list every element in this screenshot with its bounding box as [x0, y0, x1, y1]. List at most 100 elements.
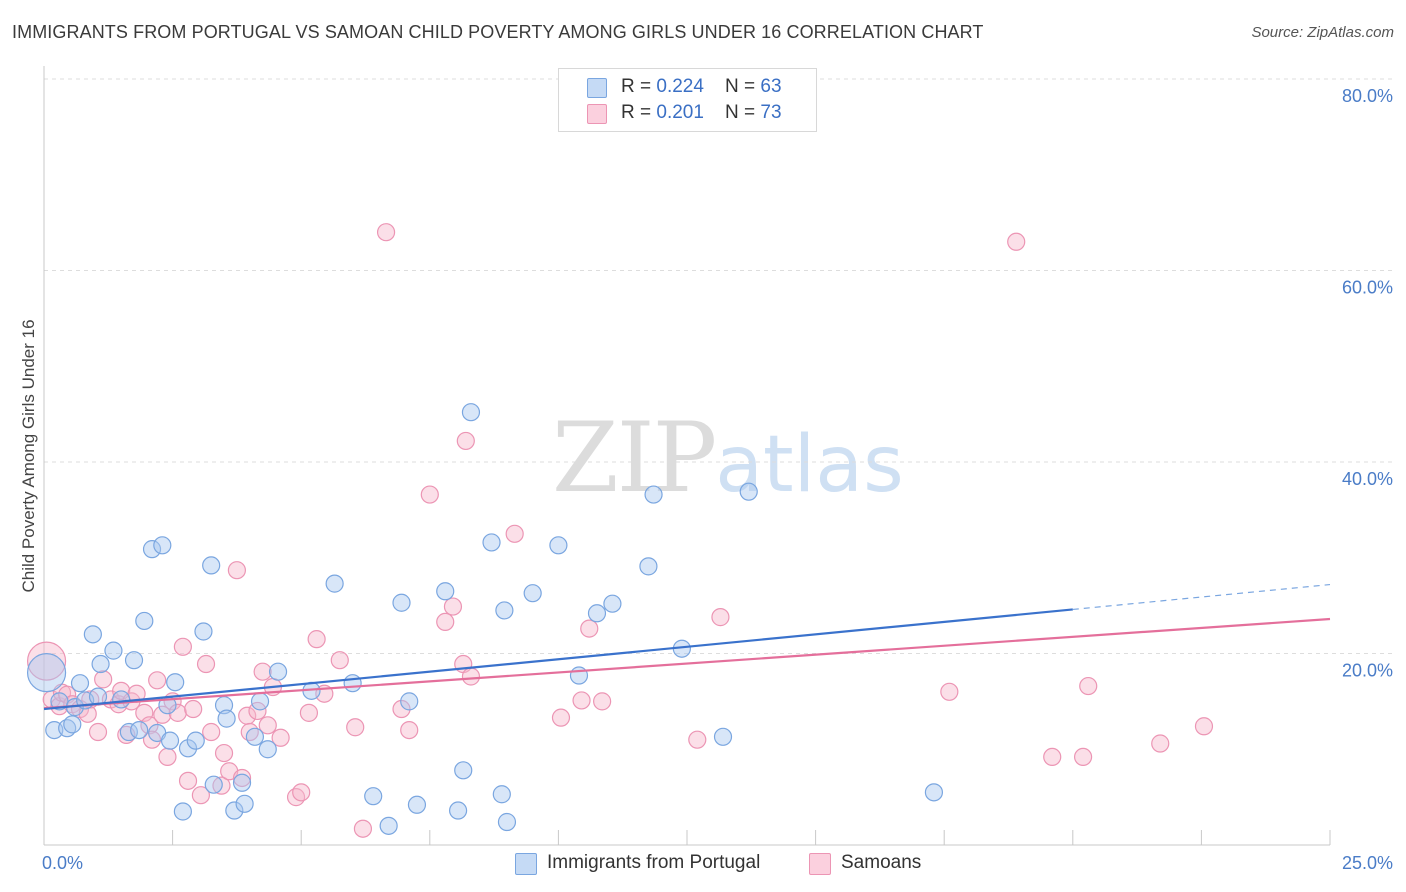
legend-r-label: R = — [621, 76, 657, 97]
trend-line-portugal — [43, 608, 1073, 711]
data-point — [400, 720, 419, 740]
data-point — [148, 671, 167, 690]
axes — [43, 66, 1331, 846]
data-point — [204, 775, 223, 794]
y-tick-label: 40.0% — [1342, 469, 1393, 489]
trend-line-portugal-extension — [1072, 583, 1331, 611]
data-point — [166, 673, 185, 692]
data-point — [940, 682, 959, 701]
bottom-legend-swatch-samoans — [809, 853, 831, 875]
data-point — [461, 667, 481, 686]
legend-r-label: R = — [621, 102, 657, 123]
data-point — [186, 731, 205, 750]
legend-n-label: N = — [725, 102, 761, 123]
data-point — [420, 485, 439, 504]
data-point — [168, 703, 187, 722]
tick-labels: 20.0% 40.0% 60.0% 80.0% 0.0% 25.0% — [42, 86, 1393, 873]
bottom-legend-label-samoans: Samoans — [841, 852, 922, 873]
data-point — [1151, 734, 1170, 753]
trend-line-samoans — [43, 617, 1331, 710]
data-point — [392, 593, 411, 612]
legend-swatch-portugal — [587, 78, 607, 98]
x-tick-label: 0.0% — [42, 853, 83, 873]
bottom-legend-label-portugal: Immigrants from Portugal — [547, 852, 761, 873]
grid-lines — [44, 78, 1392, 654]
data-point — [688, 730, 707, 749]
data-point — [104, 641, 123, 660]
legend-n-value: 63 — [760, 76, 782, 97]
data-point — [184, 699, 203, 719]
data-point — [1043, 747, 1062, 767]
portugal-points — [26, 403, 944, 835]
data-point — [153, 536, 172, 555]
data-point — [268, 662, 288, 681]
data-point — [140, 716, 159, 735]
legend-n-value: 73 — [760, 102, 782, 123]
data-point — [639, 557, 658, 576]
samoans-points — [26, 223, 1214, 838]
data-point — [924, 783, 944, 802]
data-point — [26, 641, 67, 681]
source-credit: Source: ZipAtlas.com — [1251, 24, 1394, 41]
data-point — [178, 771, 198, 790]
data-point — [492, 785, 511, 804]
data-point — [250, 692, 270, 711]
data-point — [454, 761, 473, 780]
data-point — [217, 709, 236, 728]
data-point — [235, 794, 254, 813]
data-point — [523, 584, 542, 603]
legend-r-value: 0.224 — [656, 76, 704, 97]
data-point — [436, 582, 455, 601]
data-point — [178, 739, 198, 758]
data-point — [271, 728, 290, 747]
data-point — [202, 556, 221, 575]
data-point — [160, 731, 180, 750]
data-point — [70, 674, 90, 693]
data-point — [292, 783, 311, 802]
data-point — [232, 768, 252, 788]
data-point — [325, 574, 344, 593]
data-point — [194, 622, 213, 641]
data-point — [549, 536, 568, 555]
data-point — [497, 812, 517, 832]
data-point — [142, 540, 162, 559]
data-point — [711, 608, 730, 627]
data-point — [392, 699, 411, 719]
data-point — [173, 637, 192, 656]
y-tick-label: 80.0% — [1342, 86, 1393, 106]
data-point — [227, 561, 246, 580]
x-tick-label: 25.0% — [1342, 853, 1393, 873]
data-point — [644, 485, 663, 504]
data-point — [713, 727, 733, 746]
trend-lines — [43, 583, 1331, 711]
data-point — [456, 431, 475, 451]
data-point — [1073, 747, 1093, 767]
data-point — [91, 654, 110, 674]
data-point — [593, 692, 612, 711]
data-point — [603, 594, 622, 613]
data-point — [436, 612, 455, 632]
data-point — [225, 801, 244, 820]
data-point — [26, 653, 67, 693]
data-point — [214, 743, 234, 763]
legend: R = 0.224 N = 63 R = 0.201 N = 73 — [558, 68, 817, 132]
data-point — [330, 651, 349, 670]
watermark-atlas: atlas — [715, 420, 904, 510]
data-point — [173, 802, 192, 821]
data-point — [245, 727, 265, 746]
data-point — [153, 705, 172, 724]
data-point — [94, 670, 113, 689]
data-point — [353, 819, 373, 838]
data-point — [551, 708, 571, 727]
data-point — [587, 604, 607, 623]
data-point — [88, 722, 108, 742]
watermark: ZIPatlas — [552, 402, 904, 514]
data-point — [191, 786, 210, 805]
data-point — [1079, 676, 1098, 696]
y-axis-label: Child Poverty Among Girls Under 16 — [19, 319, 38, 592]
watermark-zip: ZIP — [552, 402, 717, 514]
data-point — [112, 690, 131, 709]
data-point — [580, 619, 599, 638]
data-point — [130, 720, 149, 740]
legend-n-label: N = — [725, 76, 761, 97]
